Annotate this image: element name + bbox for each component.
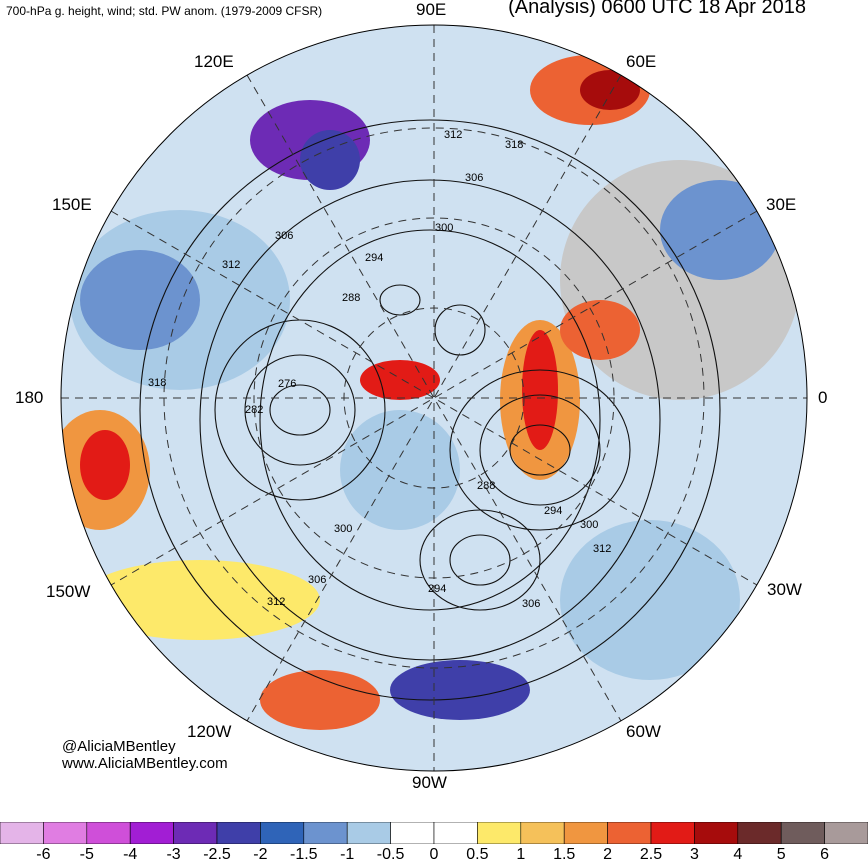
lon-label-0: 0 bbox=[818, 388, 828, 407]
colorbar bbox=[0, 822, 868, 844]
lon-label-120w: 120W bbox=[187, 722, 232, 741]
contour-label: 300 bbox=[334, 523, 352, 535]
contour-label: 288 bbox=[342, 292, 360, 304]
colorbar-swatch bbox=[477, 822, 522, 844]
colorbar-tick-label: -4 bbox=[123, 846, 138, 863]
contour-label: 306 bbox=[465, 172, 483, 184]
colorbar-swatch bbox=[303, 822, 348, 844]
colorbar-tick-label: 0 bbox=[429, 846, 439, 863]
colorbar-tick-label: 2 bbox=[603, 846, 613, 863]
colorbar-swatch bbox=[650, 822, 695, 844]
colorbar-tick-label: -2.5 bbox=[203, 846, 231, 863]
colorbar-tick-label: 5 bbox=[776, 846, 786, 863]
credit-website: www.AliciaMBentley.com bbox=[62, 755, 228, 772]
colorbar-swatch bbox=[129, 822, 174, 844]
lon-label-150w: 150W bbox=[46, 582, 91, 601]
anomaly-region bbox=[340, 410, 460, 530]
lon-label-90e: 90E bbox=[416, 0, 447, 19]
colorbar-swatch bbox=[520, 822, 565, 844]
map-title-right: (Analysis) 0600 UTC 18 Apr 2018 bbox=[508, 0, 806, 18]
contour-label: 312 bbox=[267, 596, 285, 608]
colorbar-swatch bbox=[86, 822, 131, 844]
lon-label-150e: 150E bbox=[52, 195, 92, 214]
contour-label: 294 bbox=[428, 583, 446, 595]
colorbar-swatch bbox=[780, 822, 825, 844]
colorbar-tick-label: -1.5 bbox=[290, 846, 318, 863]
lon-label-180: 180 bbox=[15, 388, 44, 407]
contour-label: 294 bbox=[365, 252, 383, 264]
anomaly-region bbox=[560, 300, 640, 360]
lon-label-90w: 90W bbox=[412, 773, 447, 792]
contour-label: 318 bbox=[148, 377, 166, 389]
contour-label: 276 bbox=[278, 378, 296, 390]
colorbar-tick-label: -5 bbox=[79, 846, 94, 863]
graticule bbox=[61, 25, 807, 771]
contour-label: 306 bbox=[308, 574, 326, 586]
contour-label: 300 bbox=[435, 222, 453, 234]
colorbar-swatch bbox=[43, 822, 88, 844]
anomaly-region bbox=[390, 660, 530, 720]
anomaly-region bbox=[522, 330, 558, 450]
lon-label-60w: 60W bbox=[626, 722, 661, 741]
colorbar-tick-label: 4 bbox=[733, 846, 743, 863]
contour-label: 318 bbox=[505, 139, 523, 151]
colorbar-swatch bbox=[563, 822, 608, 844]
lon-label-30w: 30W bbox=[767, 580, 802, 599]
contour-label: 282 bbox=[245, 404, 263, 416]
map-title-left: 700-hPa g. height, wind; std. PW anom. (… bbox=[6, 4, 323, 18]
anomaly-region bbox=[300, 130, 360, 190]
colorbar-tick-label: 1 bbox=[516, 846, 526, 863]
anomaly-region bbox=[560, 520, 740, 680]
colorbar-swatch bbox=[260, 822, 305, 844]
lon-label-30e: 30E bbox=[766, 195, 797, 214]
credit-twitter: @AliciaMBentley bbox=[62, 738, 176, 755]
height-contours bbox=[139, 119, 721, 701]
colorbar-swatch bbox=[607, 822, 652, 844]
contour-label: 312 bbox=[222, 259, 240, 271]
colorbar-swatch bbox=[173, 822, 218, 844]
contour-label: 306 bbox=[522, 598, 540, 610]
colorbar-swatch bbox=[390, 822, 435, 844]
contour-label: 294 bbox=[544, 505, 562, 517]
lon-label-60e: 60E bbox=[626, 52, 657, 71]
anomaly-region bbox=[80, 430, 130, 500]
colorbar-swatch bbox=[824, 822, 868, 844]
colorbar-tick-label: 3 bbox=[689, 846, 699, 863]
map-disc bbox=[61, 25, 807, 771]
colorbar-swatch bbox=[737, 822, 782, 844]
colorbar-tick-label: 0.5 bbox=[466, 846, 489, 863]
colorbar-swatch bbox=[0, 822, 44, 844]
contour-label: 312 bbox=[593, 543, 611, 555]
contour-label: 312 bbox=[444, 129, 462, 141]
contour-label: 288 bbox=[477, 480, 495, 492]
contour-label: 300 bbox=[580, 519, 598, 531]
colorbar-tick-label: 6 bbox=[820, 846, 830, 863]
anomaly-region bbox=[660, 180, 780, 280]
colorbar-swatch bbox=[694, 822, 739, 844]
lon-label-120e: 120E bbox=[194, 52, 234, 71]
colorbar-tick-label: -2 bbox=[253, 846, 268, 863]
colorbar-tick-label: -0.5 bbox=[376, 846, 405, 863]
anomaly-region bbox=[80, 560, 320, 640]
anomaly-region bbox=[260, 670, 380, 730]
anomaly-region bbox=[80, 250, 200, 350]
colorbar-tick-label: 1.5 bbox=[553, 846, 576, 863]
colorbar-tick-label: 2.5 bbox=[639, 846, 663, 863]
anomaly-region bbox=[580, 70, 640, 110]
map-border bbox=[60, 24, 808, 772]
contour-label-group: 312 318 306 300 294 288 276 282 318 306 … bbox=[148, 129, 611, 610]
colorbar-swatch bbox=[216, 822, 261, 844]
contour-label: 306 bbox=[275, 230, 293, 242]
colorbar-tick-label: -1 bbox=[340, 846, 355, 863]
colorbar-tick-label: -6 bbox=[36, 846, 51, 863]
colorbar-swatch bbox=[433, 822, 478, 844]
colorbar-tick-label: -3 bbox=[166, 846, 181, 863]
colorbar-swatch bbox=[346, 822, 391, 844]
